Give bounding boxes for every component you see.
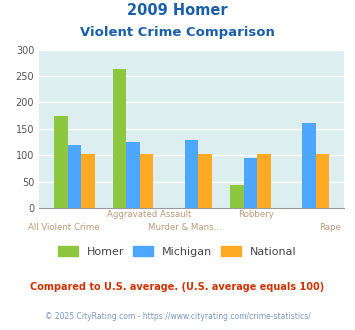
Text: Robbery: Robbery <box>237 210 274 218</box>
Text: Aggravated Assault: Aggravated Assault <box>107 210 191 218</box>
Text: Rape: Rape <box>319 223 341 232</box>
Text: All Violent Crime: All Violent Crime <box>28 223 100 232</box>
Bar <box>316 154 329 208</box>
Bar <box>257 153 271 208</box>
Bar <box>113 69 126 208</box>
Text: 2009 Homer: 2009 Homer <box>127 3 228 18</box>
Bar <box>81 154 94 208</box>
Text: © 2025 CityRating.com - https://www.cityrating.com/crime-statistics/: © 2025 CityRating.com - https://www.city… <box>45 312 310 321</box>
Bar <box>54 116 67 208</box>
Bar <box>302 123 316 208</box>
Text: Murder & Mans...: Murder & Mans... <box>148 223 222 232</box>
Bar <box>244 158 257 208</box>
Bar <box>198 154 212 208</box>
Text: Compared to U.S. average. (U.S. average equals 100): Compared to U.S. average. (U.S. average … <box>31 282 324 292</box>
Bar <box>140 154 153 208</box>
Bar <box>67 145 81 208</box>
Text: Violent Crime Comparison: Violent Crime Comparison <box>80 26 275 39</box>
Bar <box>185 140 198 208</box>
Bar <box>126 143 140 208</box>
Legend: Homer, Michigan, National: Homer, Michigan, National <box>54 242 301 261</box>
Bar <box>230 185 244 208</box>
